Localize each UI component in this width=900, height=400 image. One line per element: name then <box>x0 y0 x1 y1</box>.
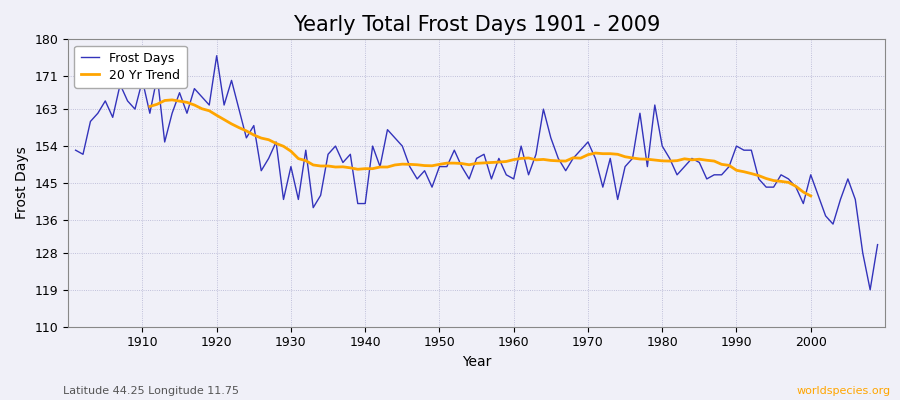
Legend: Frost Days, 20 Yr Trend: Frost Days, 20 Yr Trend <box>75 46 186 88</box>
Line: 20 Yr Trend: 20 Yr Trend <box>149 100 811 196</box>
Frost Days <box>865 287 876 292</box>
Y-axis label: Frost Days: Frost Days <box>15 147 29 220</box>
20 Yr Trend <box>241 128 252 133</box>
Title: Yearly Total Frost Days 1901 - 2009: Yearly Total Frost Days 1901 - 2009 <box>292 15 661 35</box>
20 Yr Trend <box>353 167 364 172</box>
Text: worldspecies.org: worldspecies.org <box>796 386 891 396</box>
20 Yr Trend <box>783 180 794 185</box>
20 Yr Trend <box>144 104 155 109</box>
Text: Latitude 44.25 Longitude 11.75: Latitude 44.25 Longitude 11.75 <box>63 386 239 396</box>
Frost Days <box>516 144 526 148</box>
20 Yr Trend <box>166 98 177 102</box>
Frost Days <box>130 107 140 112</box>
Frost Days <box>345 152 356 157</box>
20 Yr Trend <box>716 162 727 167</box>
20 Yr Trend <box>806 194 816 198</box>
Line: Frost Days: Frost Days <box>76 56 878 290</box>
Frost Days <box>301 148 311 152</box>
X-axis label: Year: Year <box>462 355 491 369</box>
20 Yr Trend <box>701 158 712 163</box>
20 Yr Trend <box>612 152 623 157</box>
Frost Days <box>70 148 81 152</box>
Frost Days <box>872 242 883 247</box>
Frost Days <box>508 176 519 181</box>
Frost Days <box>212 53 222 58</box>
Frost Days <box>605 156 616 161</box>
